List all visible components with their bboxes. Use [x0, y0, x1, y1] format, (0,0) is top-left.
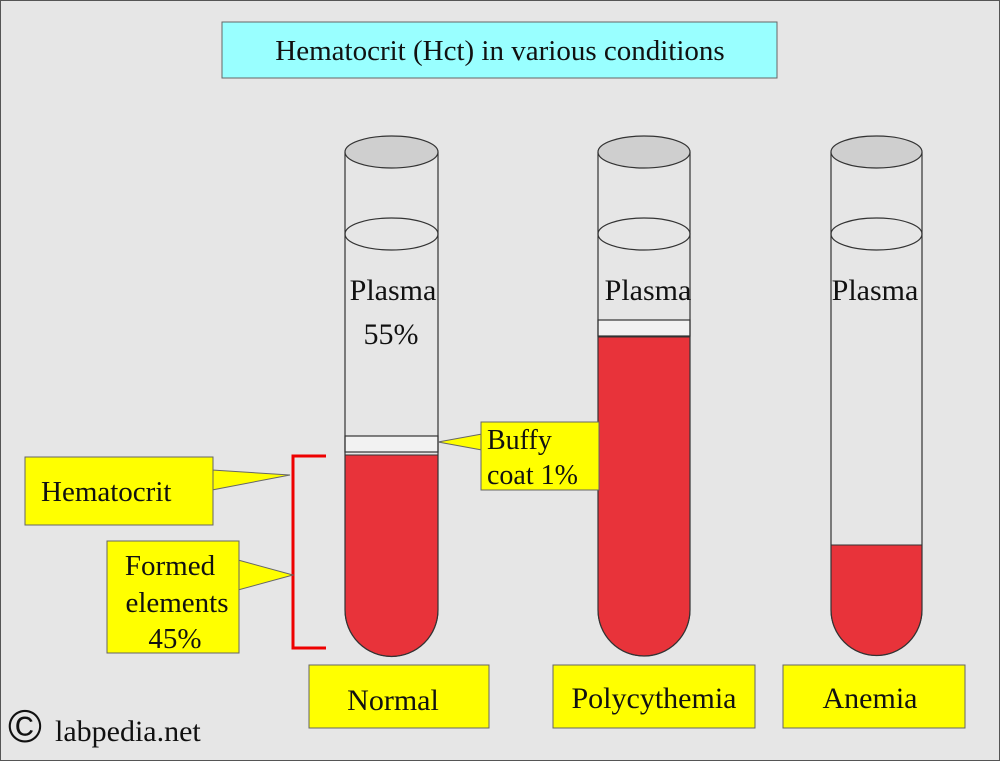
tube-top	[597, 135, 691, 169]
red-cells	[344, 454, 439, 657]
plasma-label: Plasma	[605, 274, 692, 307]
copyright-symbol: ©	[8, 700, 42, 752]
callout-box	[106, 540, 240, 654]
tube-anemia	[830, 135, 923, 657]
red-cells	[830, 544, 923, 656]
tube-label: Anemia	[823, 682, 918, 715]
title: Hematocrit (Hct) in various conditions	[275, 35, 724, 67]
callout-text: coat 1%	[487, 460, 578, 491]
callout-text: elements	[125, 587, 228, 619]
plasma-surface	[344, 217, 439, 251]
callout-box	[480, 421, 600, 491]
label-box	[308, 664, 490, 729]
plasma-label: Plasma	[832, 274, 919, 307]
plasma-surface	[597, 217, 691, 251]
tube-normal	[344, 135, 439, 658]
title-box	[221, 21, 778, 79]
tube-polycythemia	[597, 135, 691, 657]
callout-text: Hematocrit	[41, 476, 171, 508]
tube-outline	[830, 152, 923, 657]
buffy-layer	[597, 319, 691, 337]
label-box	[552, 664, 756, 729]
callout-text: Buffy	[487, 425, 552, 456]
red-cells	[597, 336, 691, 657]
plasma-label: Plasma	[350, 274, 437, 307]
label-box	[782, 664, 966, 729]
tube-outline	[344, 152, 439, 658]
tube-label: Polycythemia	[572, 682, 737, 715]
tube-top	[830, 135, 923, 169]
bracket	[291, 454, 326, 650]
plasma-surface	[830, 217, 923, 251]
buffy-layer	[344, 435, 439, 453]
callout-text: Formed	[125, 550, 216, 582]
callout-text: 45%	[148, 623, 201, 655]
tube-outline	[597, 152, 691, 657]
callout-box	[24, 456, 214, 526]
plasma-percent: 55%	[364, 318, 419, 351]
tube-top	[344, 135, 439, 169]
site-name: labpedia.net	[55, 715, 201, 748]
tube-label: Normal	[347, 684, 439, 717]
